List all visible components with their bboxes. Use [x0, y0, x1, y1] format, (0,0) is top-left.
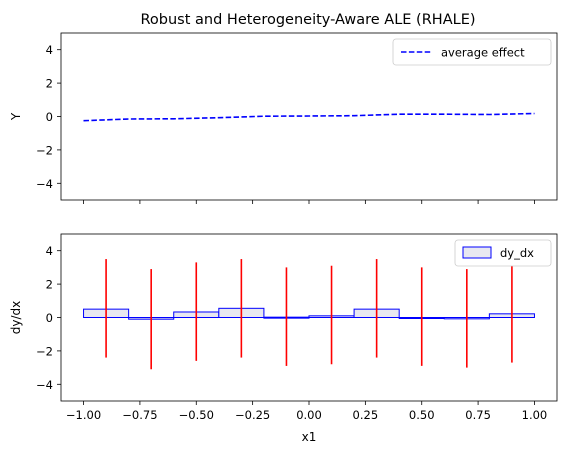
y-tick-label: 4: [46, 244, 53, 258]
legend-bar-swatch: [462, 246, 492, 259]
legend-label: average effect: [441, 46, 525, 60]
y-tick-label: −2: [36, 143, 53, 157]
x-tick-label: −1.00: [66, 408, 101, 422]
y-tick-label: 2: [46, 278, 53, 292]
legend-box: [392, 38, 552, 66]
average-effect-line: [83, 112, 535, 122]
x-tick-label: 1.00: [522, 408, 548, 422]
y-tick-label: −4: [36, 177, 53, 191]
y-tick-label: 4: [46, 43, 53, 57]
y-tick-label: 0: [46, 110, 53, 124]
y-tick-label: −4: [36, 378, 53, 392]
y-axis-label: dy/dx: [9, 301, 23, 334]
x-axis-label: x1: [302, 430, 317, 444]
y-tick-label: 0: [46, 311, 53, 325]
bottom-legend: dy_dx: [454, 239, 552, 267]
bottom-plot-frame: [60, 233, 558, 402]
x-tick-label: −0.25: [235, 408, 270, 422]
x-tick-label: 0.25: [353, 408, 379, 422]
y-axis-label: Y: [9, 112, 23, 121]
y-tick-label: 2: [46, 77, 53, 91]
x-tick-label: 0.75: [465, 408, 491, 422]
x-tick-label: −0.75: [122, 408, 157, 422]
top-plot-frame: [60, 32, 558, 201]
chart-title: Robust and Heterogeneity-Aware ALE (RHAL…: [140, 12, 475, 28]
x-tick-label: −0.50: [179, 408, 214, 422]
y-tick-label: −2: [36, 344, 53, 358]
x-tick-label: 0.50: [409, 408, 435, 422]
legend-label: dy_dx: [500, 246, 534, 260]
bottom-panel: −4 −2 0 2 4 −1.00 −0.75 −0.50 −0.25 0.00 0.25 0.50 0…: [9, 233, 558, 444]
x-tick-label: 0.00: [296, 408, 322, 422]
top-legend: average effect: [392, 38, 552, 66]
